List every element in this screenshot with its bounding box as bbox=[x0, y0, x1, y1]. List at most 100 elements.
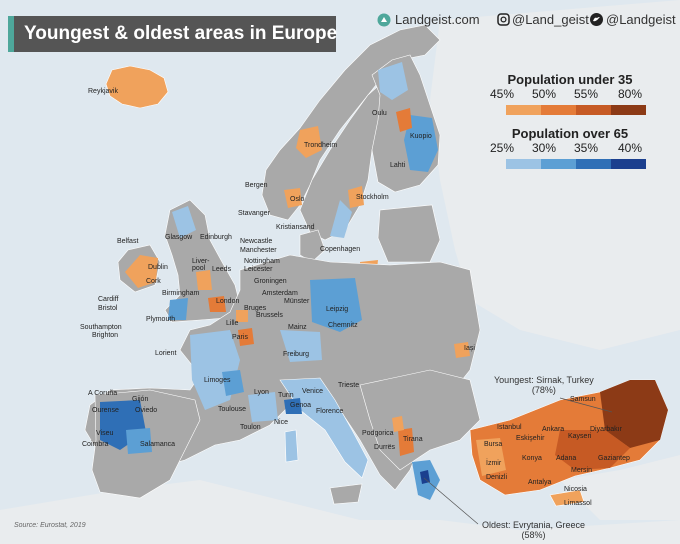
city-label: Coimbra bbox=[82, 441, 109, 448]
land-north-africa bbox=[0, 480, 680, 544]
city-label: Oulu bbox=[372, 110, 387, 117]
france-old-south bbox=[248, 392, 278, 422]
legend-young-tick: 80% bbox=[618, 87, 643, 101]
france-young-paris bbox=[238, 328, 254, 346]
city-label: Lahti bbox=[390, 162, 406, 169]
city-label: Durrës bbox=[374, 444, 396, 451]
city-label: Trondheim bbox=[304, 142, 338, 149]
city-label: Leicester bbox=[244, 266, 273, 273]
city-label: Viseu bbox=[96, 430, 114, 437]
finland-young-oulu bbox=[396, 108, 412, 132]
title-banner: Youngest & oldest areas in Europe bbox=[8, 16, 338, 52]
city-label: Toulon bbox=[240, 424, 261, 431]
map-title: Youngest & oldest areas in Europe bbox=[24, 23, 338, 44]
city-label: Cork bbox=[146, 278, 161, 285]
city-label: Freiburg bbox=[283, 351, 310, 358]
gb-old-scotland bbox=[172, 206, 196, 238]
city-label: A Coruña bbox=[88, 390, 118, 397]
gb-old-west bbox=[168, 298, 188, 320]
youngest-leader bbox=[559, 397, 613, 413]
norway-young-trondheim bbox=[296, 126, 322, 158]
city-label: Brighton bbox=[92, 332, 119, 339]
turkey-young-southeast bbox=[555, 430, 630, 470]
youngest-pct: (78%) bbox=[531, 385, 556, 395]
city-label: Dublin bbox=[148, 264, 168, 271]
city-label: Glasgow bbox=[165, 234, 193, 241]
city-label: Lyon bbox=[254, 389, 269, 396]
turkey-young-west bbox=[476, 438, 506, 476]
norway bbox=[261, 24, 441, 221]
city-label: Kristiansand bbox=[276, 224, 315, 231]
city-label: Podgorica bbox=[362, 430, 394, 437]
legend-old-title: Population over 65 bbox=[511, 126, 629, 141]
city-label: Oslo bbox=[290, 196, 305, 203]
city-label: Bristol bbox=[98, 305, 118, 312]
legend-old-bar bbox=[506, 159, 646, 169]
finland-old-north bbox=[378, 62, 408, 100]
sardinia bbox=[284, 429, 299, 463]
city-label: Ankara bbox=[542, 426, 565, 433]
sweden-old-east bbox=[330, 200, 352, 238]
legend-old: Population over 65 25% 30% 35% 40% bbox=[490, 126, 650, 169]
twitter-icon bbox=[590, 13, 603, 26]
legend-young-ticks: 45% 50% 55% 80% bbox=[490, 87, 650, 103]
italy-old-genoa bbox=[284, 398, 302, 414]
city-label: Birmingham bbox=[162, 290, 200, 297]
france-young-lille bbox=[236, 310, 248, 322]
city-label: Stockholm bbox=[356, 194, 389, 201]
city-label: Stavanger bbox=[238, 210, 270, 217]
brand-twitter: @Landgeist bbox=[606, 12, 676, 27]
city-label: Chemnitz bbox=[328, 322, 358, 329]
legend-old-swatch bbox=[541, 159, 576, 169]
city-label: Kayseri bbox=[568, 433, 592, 440]
city-label: Liver- pool bbox=[192, 258, 210, 272]
city-label: Nice bbox=[274, 419, 289, 426]
city-label: Brussels bbox=[256, 312, 283, 319]
city-label: Amsterdam bbox=[262, 290, 298, 297]
legend-young-bar bbox=[506, 105, 646, 115]
balkans-young-tirana bbox=[398, 428, 414, 456]
city-label: Trieste bbox=[338, 382, 360, 389]
instagram-icon bbox=[497, 13, 510, 26]
city-label: Manchester bbox=[240, 247, 277, 254]
sweden-young-stockholm bbox=[348, 186, 364, 208]
legend-young-tick: 45% bbox=[490, 87, 515, 101]
city-label: Bergen bbox=[245, 182, 268, 189]
turkey-very-young-east bbox=[600, 380, 668, 448]
city-label: London bbox=[216, 298, 240, 305]
city-label: Mainz bbox=[288, 324, 307, 331]
source-note: Source: Eurostat, 2019 bbox=[14, 522, 86, 529]
city-label: Samsun bbox=[570, 396, 596, 403]
city-label: Adana bbox=[556, 455, 577, 462]
germany-old-east bbox=[310, 278, 362, 332]
baltics bbox=[377, 204, 441, 263]
city-label: Eskişehir bbox=[516, 435, 545, 442]
france-old-limoges bbox=[222, 370, 244, 396]
sicily bbox=[329, 483, 363, 505]
legend-young-swatch bbox=[506, 105, 541, 115]
gb-young-london bbox=[208, 296, 226, 312]
city-label: Turin bbox=[278, 392, 294, 399]
germany-old-south bbox=[280, 330, 322, 362]
city-label: Plymouth bbox=[146, 316, 176, 323]
legend-young-swatch bbox=[611, 105, 646, 115]
legend-young-swatch bbox=[576, 105, 611, 115]
land-russia bbox=[430, 0, 680, 350]
gb-young-birmingham bbox=[196, 270, 212, 290]
city-label: Cardiff bbox=[98, 296, 119, 303]
city-label: Groningen bbox=[254, 278, 287, 285]
romania-young-iasi bbox=[454, 342, 470, 358]
italy bbox=[279, 377, 369, 479]
city-label: Lorient bbox=[155, 350, 177, 357]
denmark bbox=[299, 229, 326, 263]
city-label: Florence bbox=[316, 408, 344, 415]
city-label: Belfast bbox=[117, 238, 139, 245]
city-label: Diyarbakır bbox=[590, 426, 622, 433]
city-label: Antalya bbox=[528, 479, 552, 486]
legend-young-tick: 50% bbox=[532, 87, 557, 101]
city-label: İzmir bbox=[486, 460, 502, 467]
spain-old-salamanca bbox=[126, 428, 152, 454]
balkans-young-kosovo bbox=[392, 416, 404, 432]
